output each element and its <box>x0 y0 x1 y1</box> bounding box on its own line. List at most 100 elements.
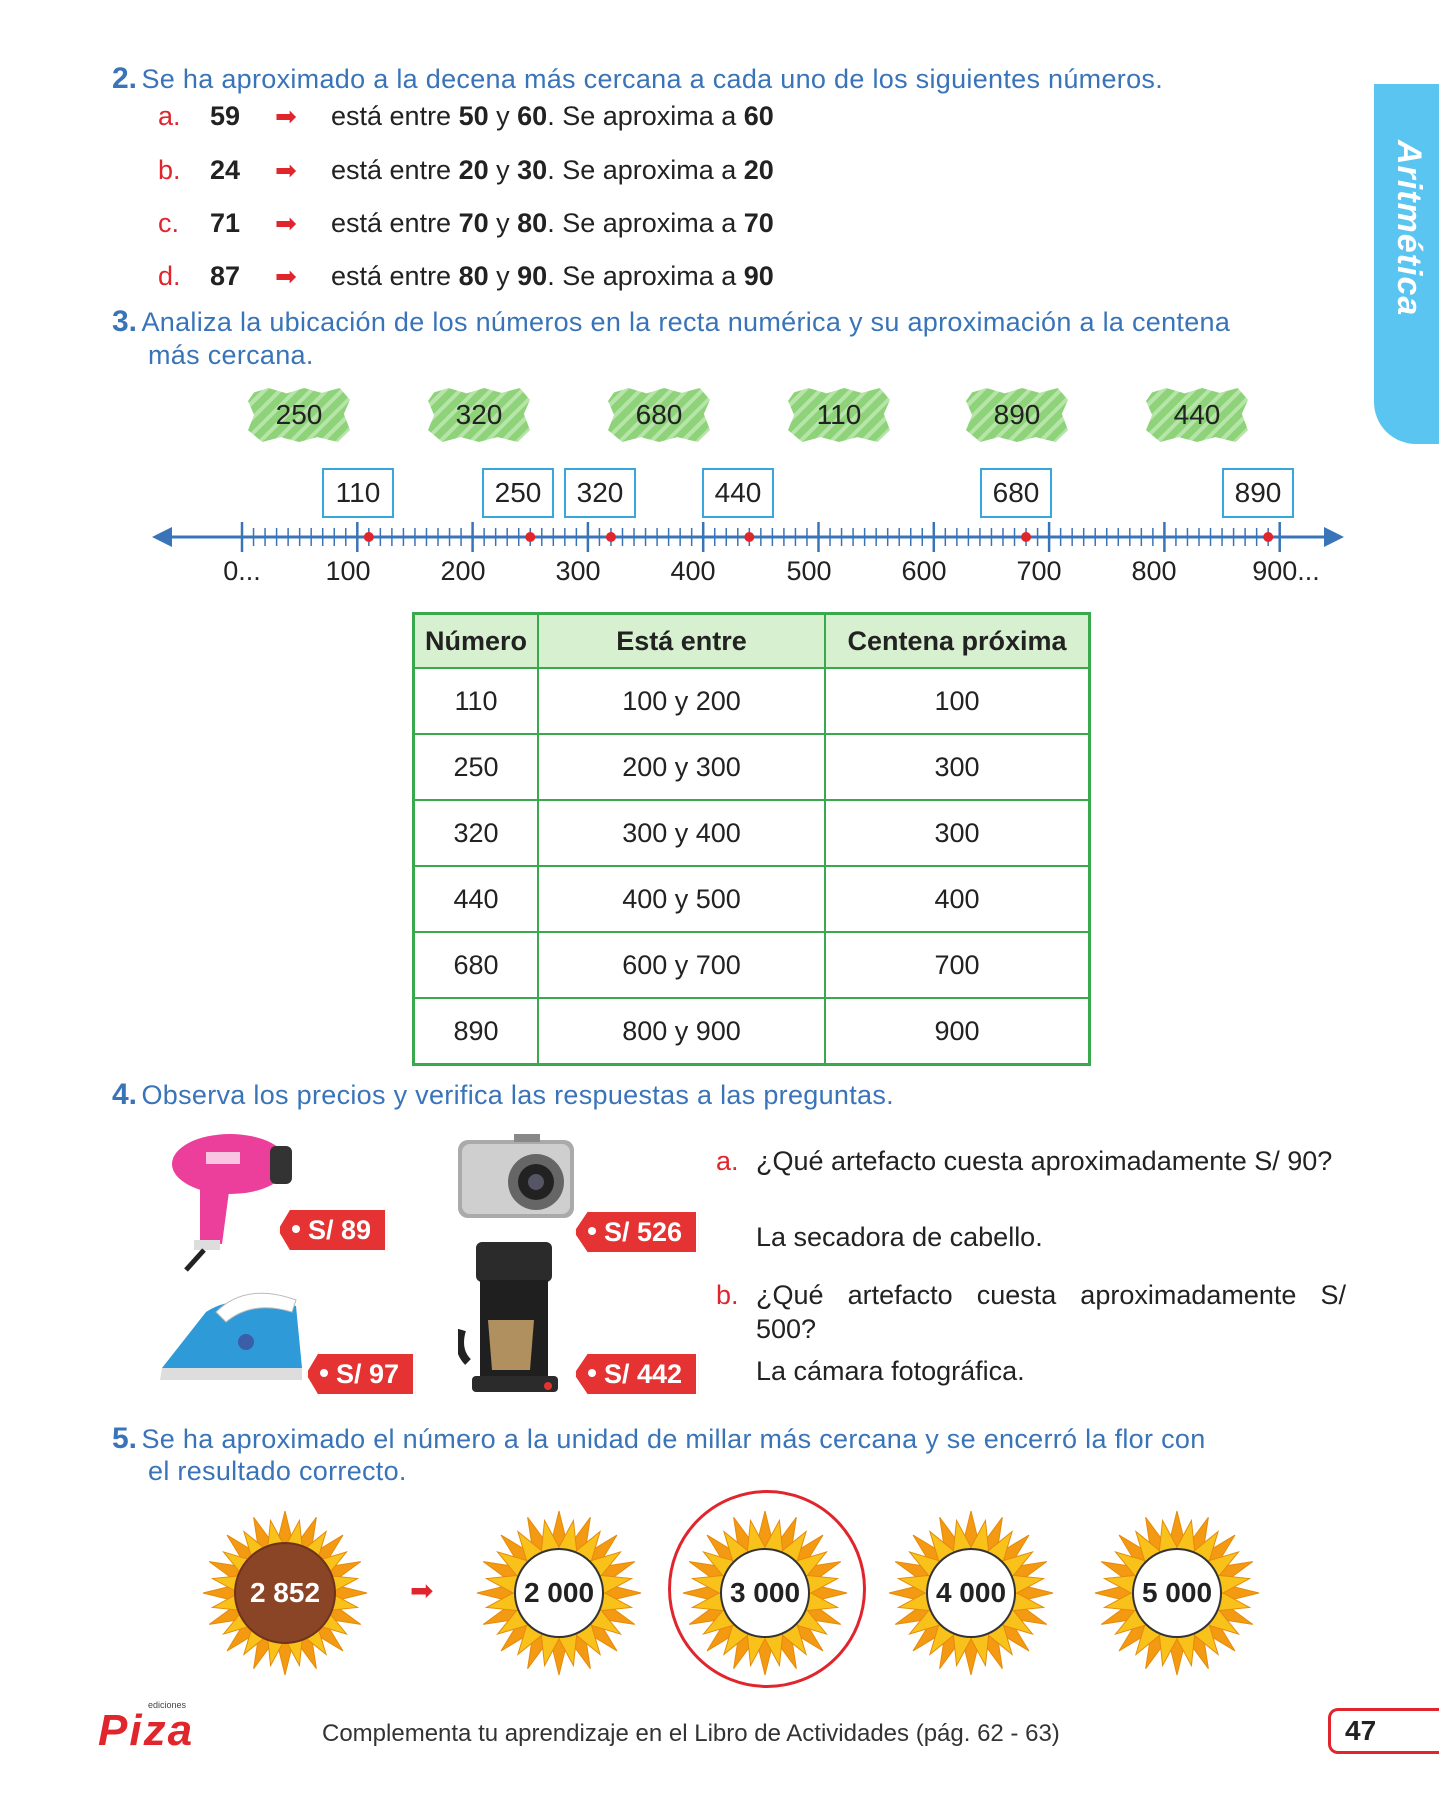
item-text: . Se aproxima a <box>547 101 744 131</box>
question-4-number: 4. <box>112 1078 138 1111</box>
sunflower-icon <box>888 1510 1054 1676</box>
item-low: 50 <box>458 101 489 131</box>
page-number: 47 <box>1328 1708 1439 1754</box>
option-flower[interactable]: 2 000 <box>474 1508 644 1678</box>
section-tab <box>1374 84 1439 444</box>
red-arrow-icon: ➡ <box>275 101 297 131</box>
item-high: 30 <box>517 155 548 185</box>
column-header: Número <box>412 612 539 669</box>
question-4-text: Observa los precios y verifica las respu… <box>141 1080 894 1110</box>
table-row: 110 100 y 200 100 <box>412 667 1091 735</box>
option-flower[interactable]: 4 000 <box>886 1508 1056 1678</box>
item-text: y <box>488 261 518 291</box>
logo-subtext: ediciones <box>148 1700 187 1710</box>
table-cell: 100 y 200 <box>537 667 826 735</box>
axis-label: 0... <box>223 556 261 586</box>
option-flower-selected[interactable]: 3 000 <box>680 1508 850 1678</box>
logo-text: Piza <box>98 1706 195 1755</box>
footer-text: Complementa tu aprendizaje en el Libro d… <box>322 1720 1060 1747</box>
red-arrow-icon: ➡ <box>275 261 297 291</box>
number-line-box: 680 <box>980 468 1052 518</box>
axis-label: 500 <box>786 556 832 586</box>
item-text: y <box>488 101 518 131</box>
table-cell: 440 <box>412 865 539 933</box>
question-2-text: Se ha aproximado a la decena más cercana… <box>141 64 1164 94</box>
question-letter: a. <box>716 1146 739 1176</box>
q2-item-b: b. 24 ➡ está entre 20 y 30. Se aproxima a 2… <box>158 150 774 190</box>
number-marker <box>744 532 755 542</box>
flower-value: 5 000 <box>1141 1577 1213 1608</box>
axis-label: 300 <box>555 556 601 586</box>
item-text: está entre <box>331 261 459 291</box>
red-arrow-icon: ➡ <box>275 208 297 238</box>
question-2-number: 2. <box>112 62 138 95</box>
question-3-text-line2: más cercana. <box>148 340 314 370</box>
sunflower-icon <box>202 1510 368 1676</box>
question-text: ¿Qué artefacto cuesta aproximadamente S/… <box>756 1146 1333 1176</box>
left-arrow-icon <box>152 527 172 547</box>
table-cell: 400 <box>824 865 1091 933</box>
item-result: 60 <box>743 101 774 131</box>
number-line <box>152 522 1344 552</box>
flower-center <box>720 1548 810 1638</box>
green-tag: 110 <box>788 388 890 442</box>
hair-dryer-icon <box>172 1134 292 1272</box>
item-number: 59 <box>210 101 241 131</box>
table-row: 320 300 y 400 300 <box>412 799 1091 867</box>
red-arrow-icon: ➡ <box>410 1575 434 1606</box>
item-text: está entre <box>331 155 459 185</box>
table-cell: 680 <box>412 931 539 999</box>
table-row: 440 400 y 500 400 <box>412 865 1091 933</box>
item-number: 71 <box>210 208 241 238</box>
table-cell: 100 <box>824 667 1091 735</box>
flower-value: 2 852 <box>249 1577 321 1608</box>
question-4: 4. Observa los precios y verifica las re… <box>112 1078 894 1112</box>
item-result: 70 <box>743 208 774 238</box>
item-high: 60 <box>517 101 548 131</box>
table-cell: 200 y 300 <box>537 733 826 801</box>
flower-value: 2 000 <box>523 1577 595 1608</box>
item-high: 90 <box>517 261 548 291</box>
price-tag: S/ 442 <box>574 1352 699 1396</box>
table-row: 680 600 y 700 700 <box>412 931 1091 999</box>
item-result: 20 <box>743 155 774 185</box>
selected-circle <box>668 1490 866 1688</box>
axis-label: 700 <box>1016 556 1062 586</box>
table-cell: 600 y 700 <box>537 931 826 999</box>
flower-center <box>1132 1548 1222 1638</box>
q2-item-d: d. 87 ➡ está entre 80 y 90. Se aproxima a 9… <box>158 256 774 296</box>
item-text: . Se aproxima a <box>547 208 744 238</box>
table-cell: 900 <box>824 997 1091 1066</box>
question-text: ¿Qué artefacto cuesta aproximadamente S/… <box>756 1280 1346 1344</box>
number-line-box: 320 <box>564 468 636 518</box>
green-tag: 890 <box>966 388 1068 442</box>
table-cell: 300 y 400 <box>537 799 826 867</box>
table-cell: 400 y 500 <box>537 865 826 933</box>
sunflower-icon <box>682 1510 848 1676</box>
coffee-maker-icon <box>458 1242 558 1392</box>
q4-question-a: a. ¿Qué artefacto cuesta aproximadamente… <box>716 1144 1346 1214</box>
flower-value: 3 000 <box>729 1577 801 1608</box>
sunflower-icon <box>476 1510 642 1676</box>
table-cell: 300 <box>824 733 1091 801</box>
sunflower-icon <box>1094 1510 1260 1676</box>
flower-center <box>234 1542 336 1644</box>
column-header: Está entre <box>537 612 826 669</box>
item-high: 80 <box>517 208 548 238</box>
question-3: 3. Analiza la ubicación de los números e… <box>112 305 1230 339</box>
table-cell: 890 <box>412 997 539 1066</box>
axis-label: 100 <box>325 556 371 586</box>
table-header-row: Número Está entre Centena próxima <box>412 612 1091 669</box>
rounding-table: Número Está entre Centena próxima 110 10… <box>412 612 1091 1066</box>
question-letter: b. <box>716 1280 739 1310</box>
item-letter: a. <box>158 101 181 131</box>
item-number: 87 <box>210 261 241 291</box>
flower-center <box>926 1548 1016 1638</box>
camera-icon <box>458 1134 574 1218</box>
flower-value: 4 000 <box>935 1577 1007 1608</box>
table-cell: 800 y 900 <box>537 997 826 1066</box>
green-tag: 680 <box>608 388 710 442</box>
number-line-box: 250 <box>482 468 554 518</box>
option-flower[interactable]: 5 000 <box>1092 1508 1262 1678</box>
q4-answer-b: La cámara fotográfica. <box>756 1356 1025 1386</box>
